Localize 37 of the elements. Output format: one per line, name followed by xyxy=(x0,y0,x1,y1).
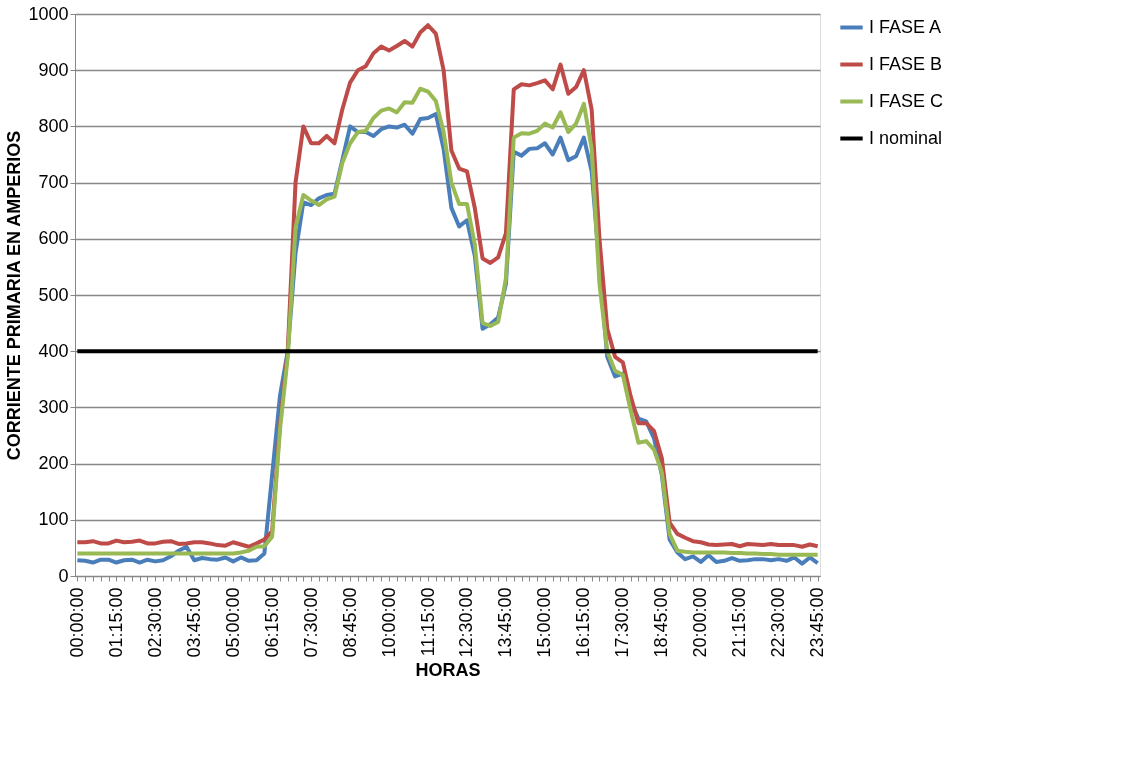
x-axis-title: HORAS xyxy=(415,659,481,680)
x-tick-label: 10:00:00 xyxy=(378,587,399,658)
y-axis-title: CORRIENTE PRIMARIA EN AMPERIOS xyxy=(4,130,25,461)
y-tick-label: 300 xyxy=(38,396,69,417)
y-tick-label: 700 xyxy=(38,172,69,193)
x-tick-label: 07:30:00 xyxy=(300,587,321,658)
x-tick-label: 16:15:00 xyxy=(573,587,594,658)
x-tick-label: 18:45:00 xyxy=(651,587,672,658)
y-tick-label: 800 xyxy=(38,115,69,136)
x-tick-label: 13:45:00 xyxy=(495,587,516,658)
x-tick-label: 11:15:00 xyxy=(417,587,438,657)
x-tick-label: 17:30:00 xyxy=(612,587,633,658)
x-tick-label: 08:45:00 xyxy=(339,587,360,658)
legend-label: I FASE B xyxy=(869,53,943,74)
y-tick-label: 600 xyxy=(38,228,69,249)
y-tick-label: 900 xyxy=(38,59,69,80)
x-tick-label: 03:45:00 xyxy=(183,587,204,658)
legend-label: I FASE C xyxy=(869,90,944,111)
x-tick-label: 06:15:00 xyxy=(261,587,282,658)
y-tick-label: 0 xyxy=(58,565,69,586)
legend-label: I nominal xyxy=(869,127,943,148)
legend-label: I FASE A xyxy=(869,16,942,37)
x-tick-label: 02:30:00 xyxy=(144,587,165,658)
x-tick-label: 05:00:00 xyxy=(222,587,243,658)
y-tick-label: 1000 xyxy=(28,3,69,24)
y-tick-label: 100 xyxy=(38,509,69,530)
x-tick-label: 00:00:00 xyxy=(66,587,87,658)
x-tick-label: 20:00:00 xyxy=(690,587,711,658)
x-tick-label: 21:15:00 xyxy=(729,587,750,658)
y-tick-label: 500 xyxy=(38,284,69,305)
x-tick-label: 22:30:00 xyxy=(768,587,789,658)
x-tick-label: 01:15:00 xyxy=(105,587,126,658)
x-tick-label: 23:45:00 xyxy=(807,587,828,658)
x-tick-label: 15:00:00 xyxy=(534,587,555,658)
y-tick-label: 400 xyxy=(38,340,69,361)
x-tick-label: 12:30:00 xyxy=(456,587,477,658)
y-tick-label: 200 xyxy=(38,453,69,474)
